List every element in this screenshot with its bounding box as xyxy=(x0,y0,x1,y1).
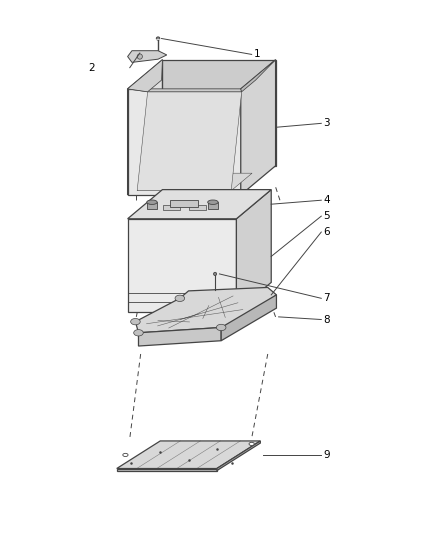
Polygon shape xyxy=(241,60,276,195)
Polygon shape xyxy=(241,60,276,92)
Polygon shape xyxy=(135,287,276,333)
Text: 6: 6 xyxy=(323,227,330,237)
Ellipse shape xyxy=(123,454,128,457)
Ellipse shape xyxy=(175,295,185,302)
Polygon shape xyxy=(189,205,206,211)
Ellipse shape xyxy=(147,200,157,205)
Polygon shape xyxy=(127,219,237,312)
Polygon shape xyxy=(127,60,162,92)
Ellipse shape xyxy=(216,324,226,330)
Polygon shape xyxy=(147,202,157,208)
Polygon shape xyxy=(163,205,180,211)
Text: 2: 2 xyxy=(88,63,95,72)
Polygon shape xyxy=(170,200,198,207)
Polygon shape xyxy=(137,92,242,191)
Ellipse shape xyxy=(249,442,254,446)
Ellipse shape xyxy=(156,37,160,40)
Polygon shape xyxy=(221,295,276,341)
Ellipse shape xyxy=(214,272,217,276)
Ellipse shape xyxy=(208,200,218,205)
Polygon shape xyxy=(127,60,162,195)
Ellipse shape xyxy=(131,318,140,325)
Text: 8: 8 xyxy=(323,314,330,325)
Polygon shape xyxy=(117,441,260,469)
Polygon shape xyxy=(127,89,241,195)
Polygon shape xyxy=(237,190,271,312)
Text: 7: 7 xyxy=(323,293,330,303)
Ellipse shape xyxy=(134,329,143,336)
Polygon shape xyxy=(138,327,221,346)
Text: 1: 1 xyxy=(254,50,261,59)
Polygon shape xyxy=(127,190,271,219)
Text: 3: 3 xyxy=(323,118,330,128)
Polygon shape xyxy=(127,89,242,92)
Ellipse shape xyxy=(137,54,142,59)
Polygon shape xyxy=(137,173,252,191)
Polygon shape xyxy=(162,60,276,166)
Text: 5: 5 xyxy=(323,211,330,221)
Polygon shape xyxy=(217,441,260,471)
Polygon shape xyxy=(127,51,167,62)
Text: 4: 4 xyxy=(323,195,330,205)
Polygon shape xyxy=(208,202,218,208)
Text: 9: 9 xyxy=(323,450,330,460)
Polygon shape xyxy=(117,469,217,471)
